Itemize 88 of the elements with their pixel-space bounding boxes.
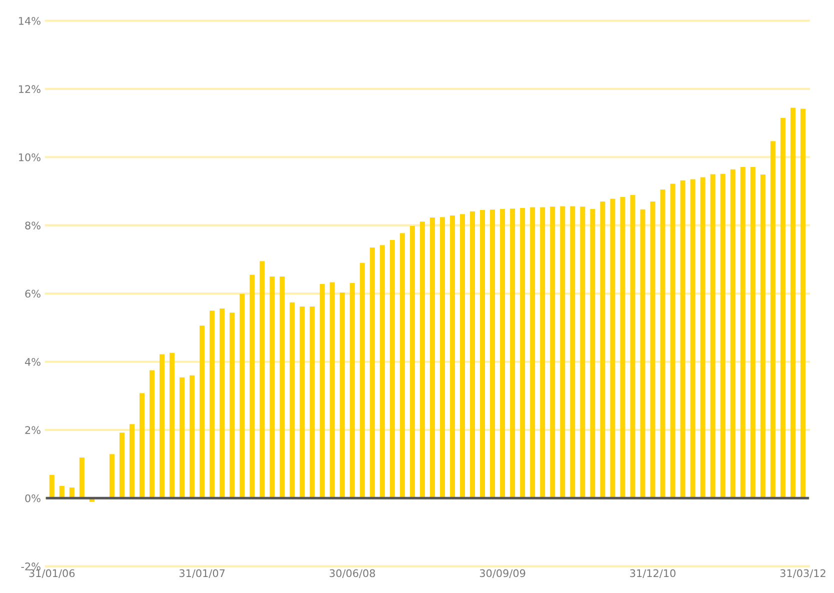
bar	[770, 141, 776, 498]
y-tick-label: 0%	[25, 494, 40, 502]
bar	[360, 262, 365, 498]
bar	[540, 207, 546, 498]
bar	[630, 194, 636, 498]
bar	[560, 206, 566, 498]
bar	[800, 108, 806, 498]
bar	[510, 208, 516, 498]
bar	[290, 302, 295, 498]
bar	[760, 174, 766, 498]
bar	[200, 326, 205, 498]
bar	[740, 167, 746, 498]
bar	[650, 201, 656, 498]
x-tick-label: 30/06/08	[330, 569, 375, 578]
y-tick-label: 8%	[25, 222, 40, 230]
bar	[670, 184, 676, 498]
x-tick-label: 30/09/09	[480, 569, 526, 578]
bar	[109, 454, 114, 498]
y-tick-label: 12%	[19, 85, 40, 94]
bar	[129, 424, 134, 498]
bar	[780, 118, 786, 498]
bar	[300, 306, 305, 498]
bar	[530, 207, 536, 498]
bar	[730, 169, 736, 498]
bar	[260, 261, 265, 498]
bar	[490, 210, 496, 498]
bar	[410, 226, 415, 498]
bar	[400, 233, 405, 498]
y-tick-label: 6%	[25, 290, 40, 298]
bar	[160, 354, 165, 498]
bar	[790, 108, 796, 498]
bar	[270, 276, 275, 498]
bar	[460, 214, 465, 498]
bar	[480, 210, 486, 498]
bar	[49, 474, 54, 498]
bar	[750, 167, 756, 498]
bar	[570, 206, 576, 498]
bar	[240, 294, 245, 498]
y-tick-label: -2%	[21, 562, 40, 570]
bar	[660, 190, 666, 498]
bar	[390, 240, 395, 498]
bar	[640, 209, 646, 498]
bar	[250, 274, 255, 498]
bar	[440, 217, 445, 498]
bar	[500, 208, 506, 498]
bar	[180, 377, 185, 498]
bar	[140, 393, 145, 498]
bar	[430, 218, 435, 498]
bar	[420, 222, 425, 498]
x-tick-label: 31/01/07	[180, 569, 225, 578]
bar	[700, 177, 706, 498]
bar	[119, 432, 124, 498]
x-tick-label: 31/03/12	[780, 569, 826, 578]
bar	[170, 352, 175, 498]
bar	[380, 245, 385, 498]
x-tick-label: 31/01/06	[29, 569, 75, 578]
bar	[330, 282, 335, 498]
bar	[600, 201, 606, 498]
bar	[210, 310, 215, 498]
x-tick-label: 31/12/10	[630, 569, 676, 578]
bar	[230, 312, 235, 498]
bar	[610, 198, 616, 498]
y-tick-label: 10%	[19, 153, 40, 162]
bar	[690, 179, 696, 498]
bar	[710, 174, 716, 498]
y-tick-label: 2%	[25, 426, 40, 434]
bar	[520, 208, 526, 498]
bar	[720, 174, 726, 498]
bar	[620, 197, 626, 498]
bar	[310, 306, 315, 498]
bar	[680, 180, 686, 498]
bar	[550, 206, 556, 498]
bar	[580, 206, 586, 498]
bar	[280, 276, 285, 498]
bar	[220, 308, 225, 498]
bar	[590, 208, 596, 498]
bar	[79, 458, 84, 498]
bar	[470, 211, 475, 498]
bar	[69, 488, 74, 498]
bar	[370, 248, 375, 498]
bar	[450, 215, 455, 498]
bar	[340, 292, 345, 498]
y-tick-label: 4%	[24, 358, 40, 366]
y-tick-label: 14%	[19, 16, 40, 25]
bar	[350, 282, 355, 498]
bar	[320, 284, 325, 498]
bar	[150, 370, 155, 498]
bar	[190, 375, 195, 498]
